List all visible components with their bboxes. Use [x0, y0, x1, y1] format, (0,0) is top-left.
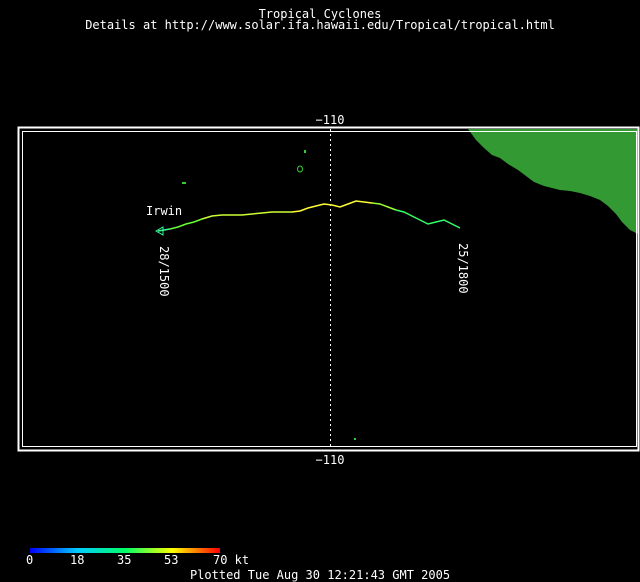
- colorbar-tick: 53: [164, 553, 179, 567]
- storm-start-time-label: 25/1800: [456, 243, 470, 294]
- intensity-colorbar: [30, 548, 220, 553]
- island: [297, 165, 303, 173]
- storm-name-label: Irwin: [146, 204, 182, 218]
- longitude-label-bottom: −110: [316, 453, 345, 467]
- map-frame-outer: [17, 126, 640, 452]
- storm-track-segment: [395, 209, 461, 229]
- island: [182, 182, 186, 184]
- storm-track-segment: [201, 211, 292, 220]
- island: [304, 150, 306, 153]
- map-title: Tropical Cyclones: [258, 7, 382, 21]
- storm-track-segment: [371, 202, 397, 211]
- longitude-label-top: −110: [316, 113, 345, 127]
- storm-track-segment: [291, 200, 373, 213]
- colorbar-tick: 70 kt: [213, 553, 250, 567]
- colorbar-tick: 18: [70, 553, 85, 567]
- map-frame-inner: [22, 131, 637, 447]
- map-subtitle: Details at http://www.solar.ifa.hawaii.e…: [85, 18, 555, 32]
- storm-track-segment: [157, 228, 171, 232]
- storm-end-time-label: 28/1500: [157, 246, 171, 297]
- storm-track-segment: [169, 218, 203, 230]
- plotted-timestamp: Plotted Tue Aug 30 12:21:43 GMT 2005: [189, 568, 451, 582]
- colorbar-tick: 35: [117, 553, 132, 567]
- storm-marker-icon: [154, 226, 164, 236]
- island: [354, 438, 356, 440]
- land-mass: [468, 129, 638, 234]
- colorbar-tick: 0: [26, 553, 34, 567]
